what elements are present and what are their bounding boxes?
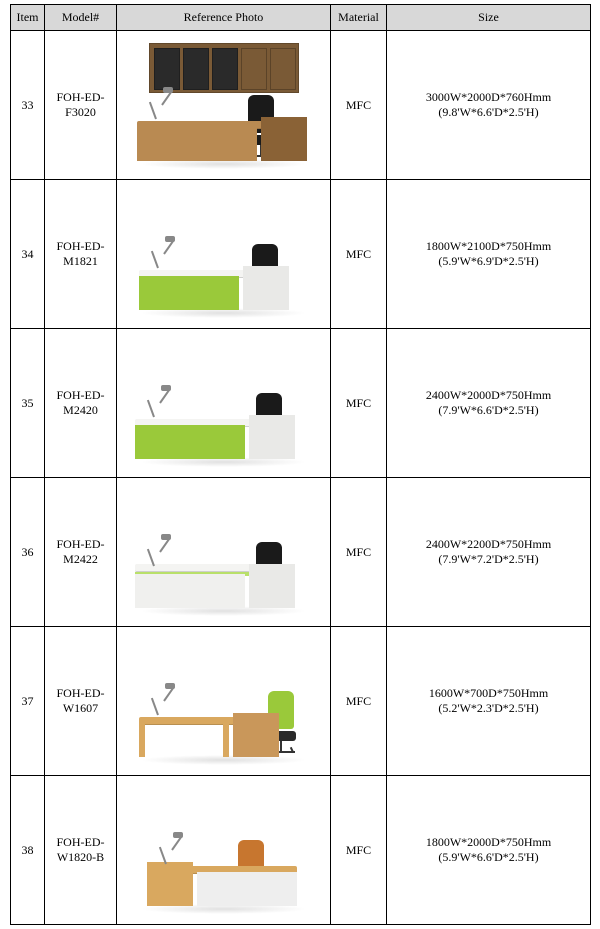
size-imperial: (5.9'W*6.6'D*2.5'H) bbox=[389, 850, 588, 865]
cell-size: 2400W*2000D*750Hmm(7.9'W*6.6'D*2.5'H) bbox=[387, 329, 591, 478]
table-header-row: Item Model# Reference Photo Material Siz… bbox=[11, 5, 591, 31]
cell-item: 36 bbox=[11, 478, 45, 627]
cell-size: 2400W*2200D*750Hmm(7.9'W*7.2'D*2.5'H) bbox=[387, 478, 591, 627]
col-model: Model# bbox=[45, 5, 117, 31]
table-row: 33FOH-ED-F3020 MFC3000W*2000D*760Hmm(9.8'… bbox=[11, 31, 591, 180]
cell-reference-photo bbox=[117, 627, 331, 776]
cell-reference-photo bbox=[117, 776, 331, 925]
cell-item: 35 bbox=[11, 329, 45, 478]
cell-item: 33 bbox=[11, 31, 45, 180]
desk-lamp-icon bbox=[149, 89, 169, 119]
cell-material: MFC bbox=[331, 31, 387, 180]
cell-size: 3000W*2000D*760Hmm(9.8'W*6.6'D*2.5'H) bbox=[387, 31, 591, 180]
cell-item: 38 bbox=[11, 776, 45, 925]
size-imperial: (9.8'W*6.6'D*2.5'H) bbox=[389, 105, 588, 120]
cell-model: FOH-ED-M2420 bbox=[45, 329, 117, 478]
cell-material: MFC bbox=[331, 627, 387, 776]
product-table: Item Model# Reference Photo Material Siz… bbox=[10, 4, 591, 925]
desk-icon bbox=[135, 419, 295, 459]
cell-reference-photo bbox=[117, 180, 331, 329]
size-metric: 2400W*2200D*750Hmm bbox=[389, 537, 588, 552]
size-imperial: (5.9'W*6.9'D*2.5'H) bbox=[389, 254, 588, 269]
size-metric: 1600W*700D*750Hmm bbox=[389, 686, 588, 701]
table-row: 34FOH-ED-M1821 MFC1800W*2100D*750Hmm(5.9'… bbox=[11, 180, 591, 329]
table-row: 36FOH-ED-M2422 MFC2400W*2200D*750Hmm(7.9'… bbox=[11, 478, 591, 627]
cell-material: MFC bbox=[331, 329, 387, 478]
cell-item: 37 bbox=[11, 627, 45, 776]
cell-model: FOH-ED-W1820-B bbox=[45, 776, 117, 925]
desk-lamp-icon bbox=[159, 834, 179, 864]
cell-size: 1800W*2000D*750Hmm(5.9'W*6.6'D*2.5'H) bbox=[387, 776, 591, 925]
cell-model: FOH-ED-M2422 bbox=[45, 478, 117, 627]
cell-model: FOH-ED-W1607 bbox=[45, 627, 117, 776]
cell-model: FOH-ED-M1821 bbox=[45, 180, 117, 329]
cell-material: MFC bbox=[331, 776, 387, 925]
desk-lamp-icon bbox=[147, 536, 167, 566]
product-photo bbox=[119, 184, 328, 324]
desk-lamp-icon bbox=[151, 685, 171, 715]
cell-material: MFC bbox=[331, 478, 387, 627]
col-photo: Reference Photo bbox=[117, 5, 331, 31]
cell-size: 1600W*700D*750Hmm(5.2'W*2.3'D*2.5'H) bbox=[387, 627, 591, 776]
table-row: 35FOH-ED-M2420 MFC2400W*2000D*750Hmm(7.9'… bbox=[11, 329, 591, 478]
product-photo bbox=[119, 35, 328, 175]
product-photo bbox=[119, 482, 328, 622]
col-size: Size bbox=[387, 5, 591, 31]
cell-model: FOH-ED-F3020 bbox=[45, 31, 117, 180]
size-metric: 1800W*2000D*750Hmm bbox=[389, 835, 588, 850]
size-imperial: (5.2'W*2.3'D*2.5'H) bbox=[389, 701, 588, 716]
desk-lamp-icon bbox=[151, 238, 171, 268]
size-imperial: (7.9'W*7.2'D*2.5'H) bbox=[389, 552, 588, 567]
cell-size: 1800W*2100D*750Hmm(5.9'W*6.9'D*2.5'H) bbox=[387, 180, 591, 329]
cell-material: MFC bbox=[331, 180, 387, 329]
table-row: 38FOH-ED-W1820-B MFC1800W*2000D*750Hmm(5.… bbox=[11, 776, 591, 925]
size-metric: 2400W*2000D*750Hmm bbox=[389, 388, 588, 403]
col-material: Material bbox=[331, 5, 387, 31]
size-imperial: (7.9'W*6.6'D*2.5'H) bbox=[389, 403, 588, 418]
product-photo bbox=[119, 780, 328, 920]
cell-reference-photo bbox=[117, 478, 331, 627]
desk-lamp-icon bbox=[147, 387, 167, 417]
cell-reference-photo bbox=[117, 329, 331, 478]
desk-icon bbox=[135, 564, 295, 608]
cabinet-icon bbox=[149, 43, 299, 93]
table-row: 37FOH-ED-W1607 MFC1600W*700D*750Hmm(5.2'W… bbox=[11, 627, 591, 776]
size-metric: 1800W*2100D*750Hmm bbox=[389, 239, 588, 254]
product-photo bbox=[119, 631, 328, 771]
cell-item: 34 bbox=[11, 180, 45, 329]
size-metric: 3000W*2000D*760Hmm bbox=[389, 90, 588, 105]
desk-icon bbox=[147, 866, 297, 906]
cell-reference-photo bbox=[117, 31, 331, 180]
product-photo bbox=[119, 333, 328, 473]
col-item: Item bbox=[11, 5, 45, 31]
desk-icon bbox=[139, 717, 279, 757]
desk-icon bbox=[139, 270, 289, 310]
desk-icon bbox=[137, 121, 307, 161]
